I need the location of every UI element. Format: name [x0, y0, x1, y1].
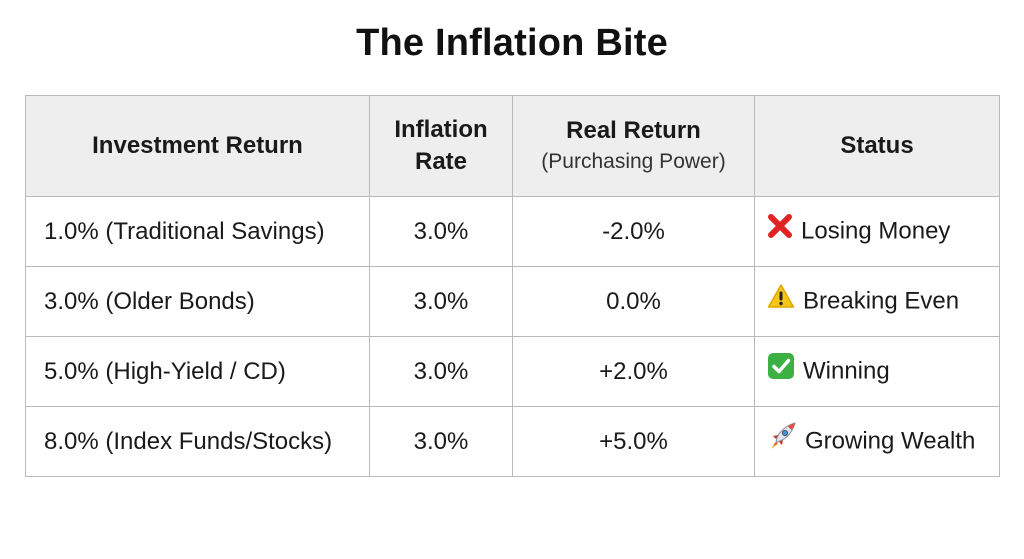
status-label: Breaking Even	[803, 287, 960, 315]
status-cell: Winning	[754, 336, 1000, 407]
header-investment-return: Investment Return	[25, 95, 370, 197]
cross-mark-icon	[767, 213, 793, 246]
investment-cell: 8.0% (Index Funds/Stocks)	[25, 406, 370, 477]
table-row: 5.0% (High-Yield / CD) 3.0% +2.0% Winnin…	[25, 336, 1000, 407]
table-row: 1.0% (Traditional Savings) 3.0% -2.0% Lo…	[25, 196, 1000, 267]
inflation-cell: 3.0%	[369, 406, 513, 477]
table-row: 3.0% (Older Bonds) 3.0% 0.0% Breaking Ev…	[25, 266, 1000, 337]
investment-cell: 3.0% (Older Bonds)	[25, 266, 370, 337]
real-return-cell: +2.0%	[512, 336, 755, 407]
rocket-icon	[767, 421, 797, 458]
real-return-cell: -2.0%	[512, 196, 755, 267]
inflation-cell: 3.0%	[369, 196, 513, 267]
header-row: Investment Return Inflation Rate Real Re…	[25, 95, 1000, 197]
status-cell: Growing Wealth	[754, 406, 1000, 477]
investment-cell: 5.0% (High-Yield / CD)	[25, 336, 370, 407]
inflation-cell: 3.0%	[369, 336, 513, 407]
warning-icon	[767, 283, 795, 316]
header-inflation-rate: Inflation Rate	[369, 95, 513, 197]
real-return-cell: +5.0%	[512, 406, 755, 477]
investment-cell: 1.0% (Traditional Savings)	[25, 196, 370, 267]
status-cell: Losing Money	[754, 196, 1000, 267]
page-title: The Inflation Bite	[356, 22, 668, 64]
status-cell: Breaking Even	[754, 266, 1000, 337]
header-real-return: Real Return (Purchasing Power)	[512, 95, 755, 197]
inflation-table: Investment Return Inflation Rate Real Re…	[25, 95, 1000, 477]
check-mark-icon	[767, 352, 795, 387]
status-label: Losing Money	[801, 217, 951, 245]
real-return-cell: 0.0%	[512, 266, 755, 337]
status-label: Winning	[803, 357, 890, 385]
inflation-cell: 3.0%	[369, 266, 513, 337]
status-label: Growing Wealth	[805, 427, 976, 455]
header-status: Status	[754, 95, 1000, 197]
table-row: 8.0% (Index Funds/Stocks) 3.0% +5.0% Gro…	[25, 406, 1000, 477]
